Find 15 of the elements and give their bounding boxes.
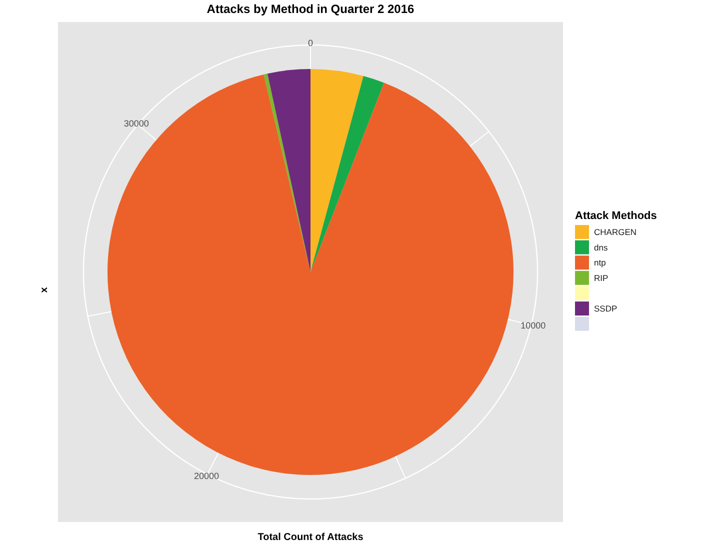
text: 10000 <box>520 320 546 330</box>
text: Total Count of Attacks <box>258 532 364 543</box>
text: 0 <box>308 38 314 48</box>
text: x <box>39 286 50 293</box>
pie-slice <box>310 69 364 272</box>
legend-label: SSDP <box>594 304 618 314</box>
legend-label: CHARGEN <box>594 227 637 237</box>
legend-label: RIP <box>594 272 608 283</box>
text: 20000 <box>194 471 220 482</box>
legend-label: ntp <box>594 258 606 268</box>
text: 30000 <box>124 118 149 128</box>
legend-title: Attack Methods <box>575 210 657 222</box>
chart-title: Attacks by Method in Quarter 2 2016 <box>206 2 415 16</box>
pie-slice <box>310 76 384 272</box>
legend-label: dns <box>594 242 608 252</box>
